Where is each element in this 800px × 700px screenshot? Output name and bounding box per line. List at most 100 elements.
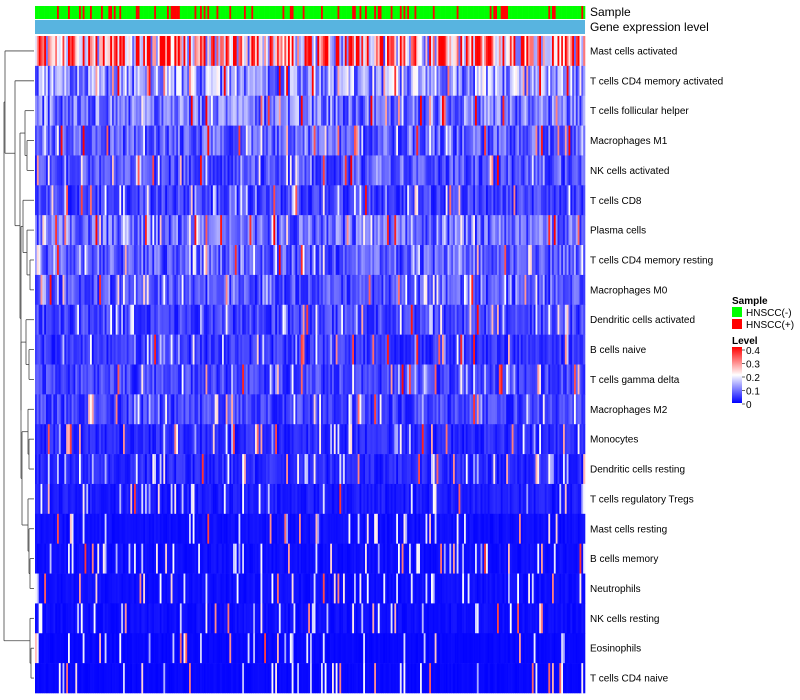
heatmap-cell [399,185,402,216]
heatmap-cell [418,125,421,156]
heatmap-cell [288,155,291,186]
heatmap-cell [489,304,492,335]
heatmap-cell [145,65,148,97]
heatmap-cell [572,215,575,246]
heatmap-cell [223,394,226,425]
heatmap-cell [75,36,78,67]
heatmap-cell [146,65,149,97]
heatmap-cell [69,95,72,126]
heatmap-cell [365,65,368,97]
heatmap-cell [502,364,505,395]
heatmap-cell [381,274,384,306]
heatmap-cell [242,483,245,515]
heatmap-cell [533,364,536,395]
heatmap-cell [269,394,272,425]
sample-cell [442,6,445,19]
sample-cell [299,6,302,19]
heatmap-cell [436,95,439,126]
sample-cell [548,6,551,19]
sample-cell [91,6,94,19]
heatmap-cell [555,304,558,335]
heatmap-cell [317,334,320,365]
heatmap-cell [431,36,434,67]
heatmap-cell [462,364,465,395]
heatmap-cell [383,36,386,67]
heatmap-cell [168,36,171,67]
heatmap-cell [458,155,461,186]
heatmap-cell [564,36,567,67]
heatmap-cell [258,36,261,67]
sample-cell [423,6,426,19]
heatmap-cell [112,394,115,425]
heatmap-cell [429,65,432,97]
heatmap-cell [185,36,188,67]
heatmap-cell [46,65,49,97]
heatmap-cell [429,185,432,216]
heatmap-cell [539,394,542,425]
heatmap-cell [185,274,188,306]
heatmap-cell [337,215,340,246]
heatmap-cell [332,364,335,395]
heatmap-cell [143,274,146,306]
heatmap-cell [414,304,417,335]
heatmap-cell [253,155,256,186]
heatmap-cell [119,155,122,186]
heatmap-cell [183,185,186,216]
heatmap-cell [344,36,347,67]
heatmap-cell [156,125,159,156]
heatmap-cell [102,334,105,365]
heatmap-cell [574,95,577,126]
heatmap-cell [126,454,129,485]
heatmap-cell [288,364,291,395]
heatmap-cell [245,424,248,455]
heatmap-cell [398,304,401,335]
heatmap-cell [513,36,516,67]
heatmap-cell [256,155,259,186]
heatmap-cell [154,304,157,335]
heatmap-cell [453,65,456,97]
heatmap-cell [473,155,476,186]
heatmap-cell [302,454,305,485]
heatmap-cell [506,424,509,455]
heatmap-cell [128,95,131,126]
heatmap-cell [542,36,545,67]
heatmap-cell [403,454,406,485]
heatmap-cell [229,424,232,455]
heatmap-cell [141,215,144,246]
heatmap-cell [269,245,272,276]
heatmap-cell [405,185,408,216]
heatmap-cell [134,36,137,67]
heatmap-cell [132,65,135,97]
heatmap-cell [311,125,314,156]
heatmap-cell [187,215,190,246]
heatmap-cell [515,125,518,156]
heatmap-cell [231,454,234,485]
heatmap-cell [475,245,478,276]
heatmap-cell [240,95,243,126]
heatmap-cell [498,125,501,156]
heatmap-cell [352,65,355,97]
heatmap-cell [112,364,115,395]
heatmap-cell [106,245,109,276]
heatmap-cell [190,274,193,306]
heatmap-cell [212,245,215,276]
heatmap-cell [51,95,54,126]
heatmap-cell [178,334,181,365]
heatmap-cell [58,394,61,425]
heatmap-cell [244,155,247,186]
heatmap-cell [458,185,461,216]
heatmap-cell [102,155,105,186]
heatmap-cell [495,304,498,335]
heatmap-cell [110,424,113,455]
heatmap-cell [405,364,408,395]
sample-cell [357,6,360,19]
heatmap-cell [229,65,232,97]
heatmap-cell [53,155,56,186]
heatmap-cell [222,334,225,365]
sample-cell [480,6,483,19]
heatmap-cell [273,304,276,335]
heatmap-cell [414,185,417,216]
heatmap-cell [156,394,159,425]
heatmap-cell [508,95,511,126]
heatmap-cell [255,424,258,455]
